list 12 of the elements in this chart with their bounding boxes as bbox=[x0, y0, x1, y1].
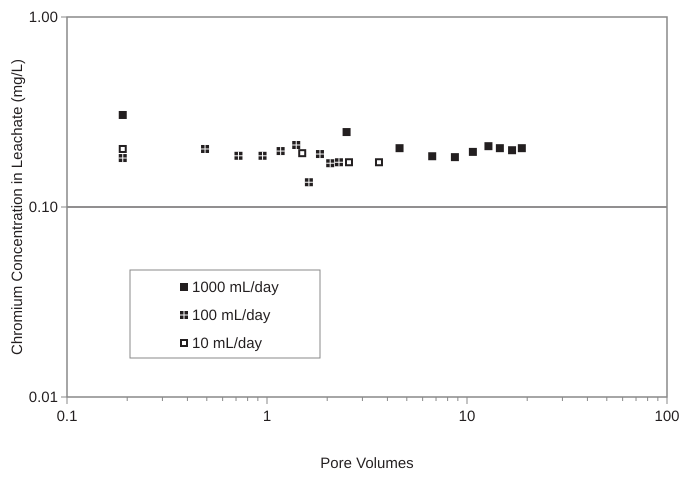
x-tick-label: 0.1 bbox=[56, 408, 78, 425]
y-axis-title: Chromium Concentration in Leachate (mg/L) bbox=[9, 59, 26, 355]
x-axis-title: Pore Volumes bbox=[320, 455, 414, 472]
legend-label: 100 mL/day bbox=[192, 307, 271, 324]
y-tick-label: 0.10 bbox=[28, 199, 58, 216]
y-tick-label: 1.00 bbox=[28, 9, 58, 26]
legend-label: 10 mL/day bbox=[192, 335, 263, 352]
y-tick-label: 0.01 bbox=[28, 389, 58, 406]
x-tick-label: 10 bbox=[458, 408, 476, 425]
x-tick-label: 100 bbox=[654, 408, 680, 425]
x-tick-label: 1 bbox=[262, 408, 272, 425]
legend-label: 1000 mL/day bbox=[192, 279, 280, 296]
